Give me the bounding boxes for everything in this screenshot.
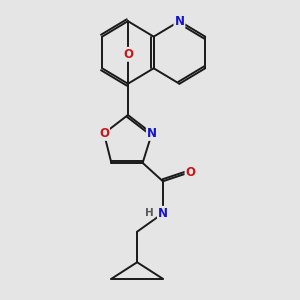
Text: N: N: [158, 207, 168, 220]
Text: H: H: [145, 208, 153, 218]
Text: O: O: [123, 48, 133, 61]
Text: N: N: [147, 127, 157, 140]
Text: N: N: [174, 15, 184, 28]
Text: O: O: [185, 166, 196, 178]
Text: O: O: [99, 127, 109, 140]
